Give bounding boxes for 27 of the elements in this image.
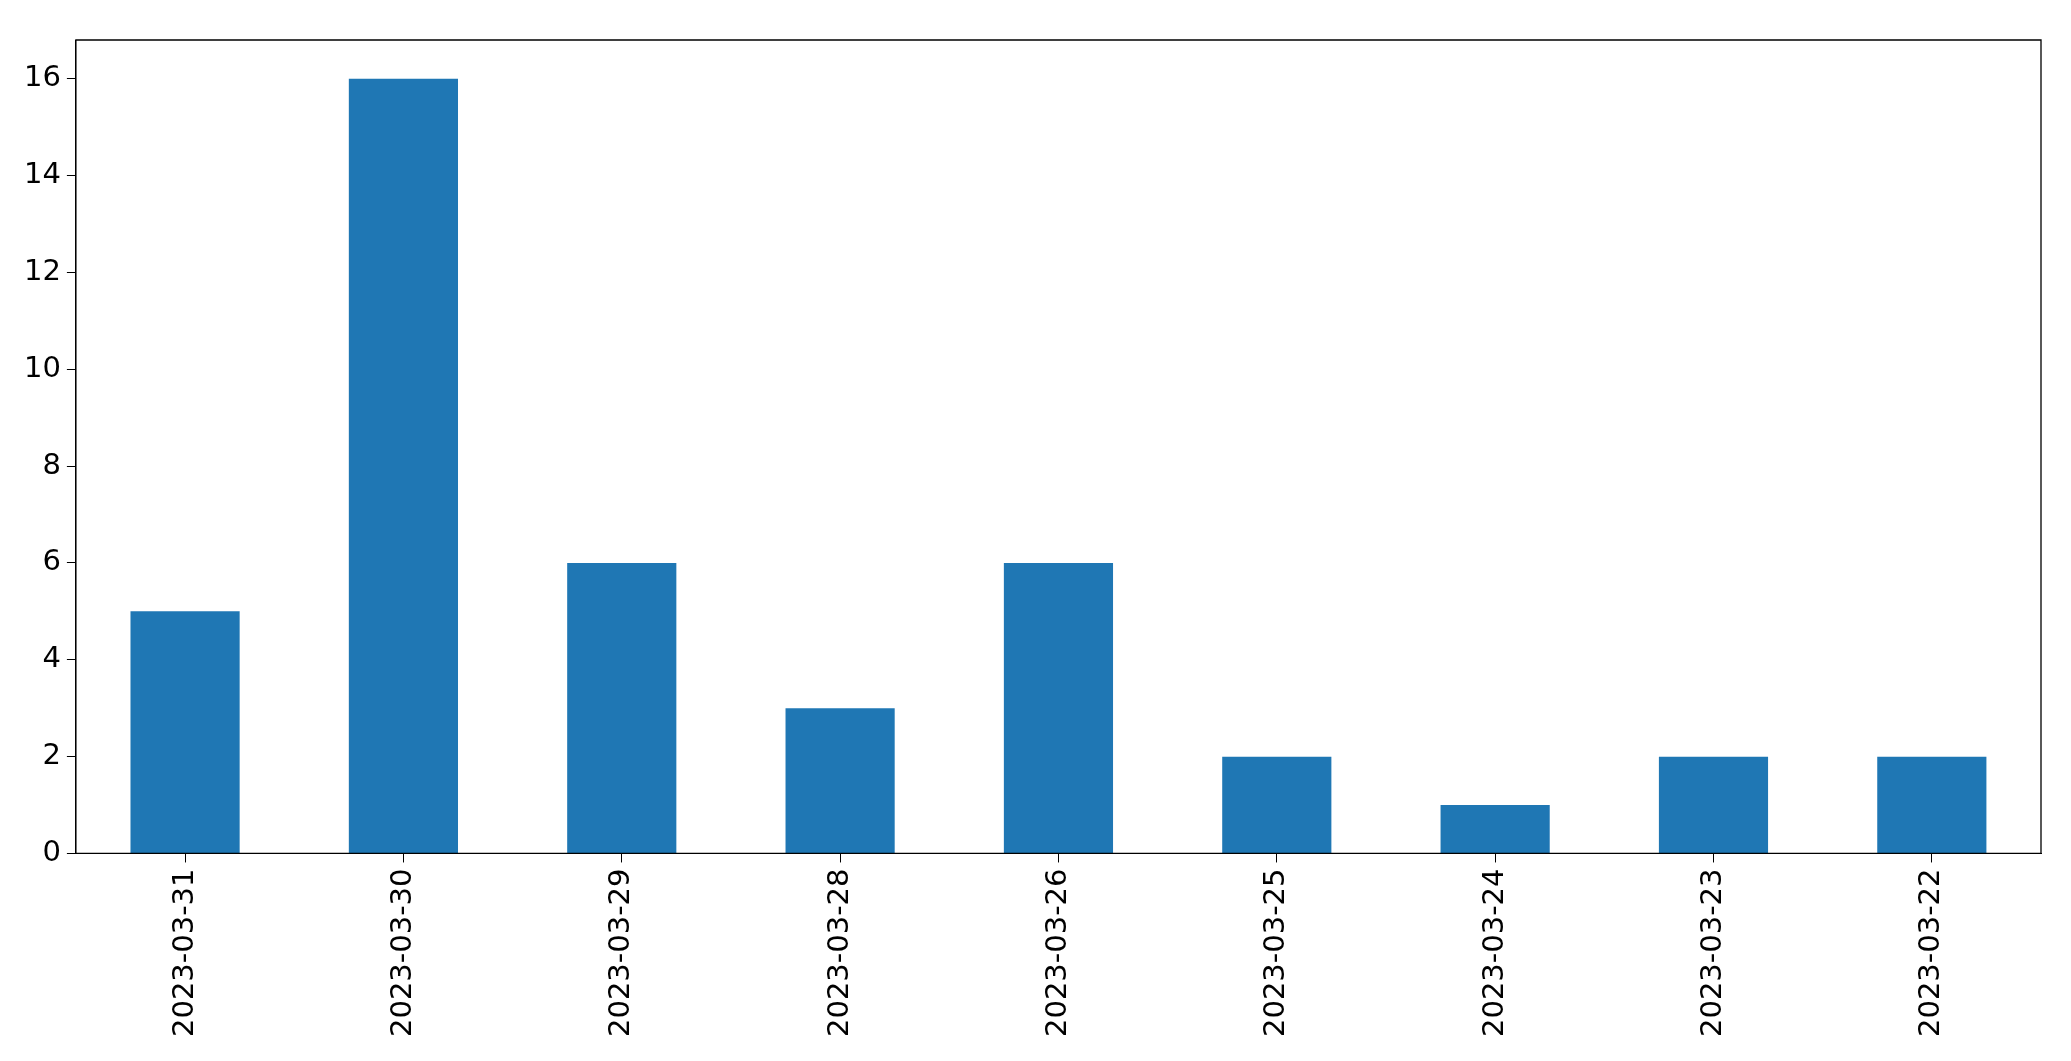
y-tick-label: 12 <box>24 252 61 287</box>
y-tick-label: 14 <box>24 156 61 191</box>
x-tick-label: 2023-03-29 <box>602 868 637 1038</box>
y-tick-label: 8 <box>42 446 61 481</box>
x-tick-label: 2023-03-25 <box>1257 868 1292 1038</box>
y-tick-label: 0 <box>42 834 61 868</box>
y-tick-label: 6 <box>42 543 61 578</box>
bar <box>1658 756 1769 853</box>
y-tick-label: 10 <box>24 349 61 384</box>
y-tick-label: 4 <box>42 640 61 675</box>
x-tick-label: 2023-03-23 <box>1694 868 1729 1038</box>
x-tick-label: 2023-03-30 <box>383 868 418 1038</box>
bar <box>567 562 677 853</box>
bar <box>1222 756 1332 853</box>
bar <box>785 708 895 853</box>
y-tick-label: 2 <box>42 737 61 772</box>
bar <box>1003 562 1114 853</box>
bar <box>1440 805 1550 853</box>
x-tick-label: 2023-03-31 <box>165 868 200 1038</box>
y-tick-label: 16 <box>24 59 61 94</box>
x-tick-label: 2023-03-26 <box>1038 868 1073 1038</box>
bar <box>1877 756 1987 853</box>
x-tick-label: 2023-03-28 <box>820 868 855 1038</box>
bar <box>348 78 458 853</box>
x-tick-label: 2023-03-22 <box>1912 868 1947 1038</box>
bar <box>130 611 240 853</box>
x-tick-label: 2023-03-24 <box>1475 868 1510 1038</box>
